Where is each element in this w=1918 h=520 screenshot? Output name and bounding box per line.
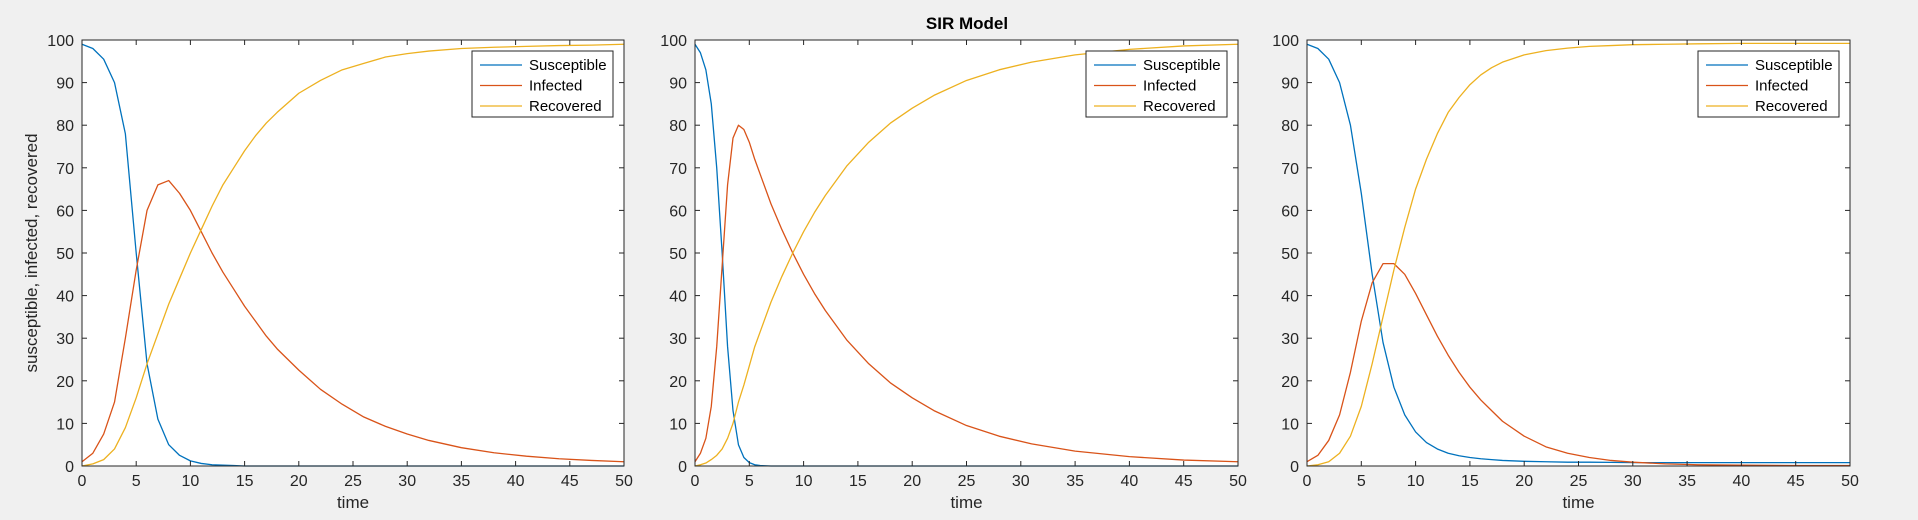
x-tick-label: 0 — [691, 473, 700, 490]
x-tick-label: 35 — [453, 473, 471, 490]
y-tick-label: 30 — [56, 331, 74, 348]
x-tick-label: 20 — [290, 473, 308, 490]
series-line-recovered — [81, 43, 625, 467]
y-tick-label: 20 — [669, 374, 687, 391]
x-tick-label: 0 — [78, 473, 87, 490]
legend-entry-susceptible: Susceptible — [1143, 57, 1221, 74]
x-tick-label: 35 — [1066, 473, 1084, 490]
legend-entry-susceptible: Susceptible — [529, 57, 607, 74]
x-tick-label: 5 — [745, 473, 754, 490]
series-line-infected — [81, 179, 625, 463]
legend-entry-recovered: Recovered — [1755, 98, 1828, 115]
x-axis-label: time — [950, 493, 982, 512]
y-tick-label: 50 — [56, 246, 74, 263]
legend-entry-recovered: Recovered — [1143, 98, 1216, 115]
y-tick-label: 50 — [669, 246, 687, 263]
x-tick-label: 0 — [1303, 473, 1312, 490]
y-tick-label: 80 — [56, 118, 74, 135]
y-tick-label: 10 — [1281, 416, 1299, 433]
legend: Susceptible Infected Recovered — [1085, 50, 1228, 118]
x-tick-label: 10 — [182, 473, 200, 490]
x-tick-label: 45 — [561, 473, 579, 490]
y-tick-label: 90 — [1281, 76, 1299, 93]
legend: Susceptible Infected Recovered — [471, 50, 614, 118]
x-tick-label: 30 — [1012, 473, 1030, 490]
x-axis-label: time — [337, 493, 369, 512]
x-tick-label: 40 — [507, 473, 525, 490]
x-tick-label: 50 — [1841, 473, 1859, 490]
y-tick-label: 10 — [669, 416, 687, 433]
y-tick-label: 60 — [56, 203, 74, 220]
y-tick-label: 70 — [56, 161, 74, 178]
y-tick-label: 20 — [1281, 374, 1299, 391]
x-tick-label: 25 — [1570, 473, 1588, 490]
x-tick-label: 45 — [1787, 473, 1805, 490]
x-tick-label: 20 — [1515, 473, 1533, 490]
x-tick-label: 20 — [903, 473, 921, 490]
figure-title: SIR Model — [926, 14, 1008, 33]
y-tick-label: 0 — [1290, 459, 1299, 476]
y-tick-label: 40 — [669, 289, 687, 306]
x-tick-label: 5 — [1357, 473, 1366, 490]
legend: Susceptible Infected Recovered — [1697, 50, 1840, 118]
series-line-recovered — [1306, 42, 1850, 467]
x-tick-label: 10 — [1407, 473, 1425, 490]
y-tick-label: 10 — [56, 416, 74, 433]
x-tick-label: 25 — [958, 473, 976, 490]
y-tick-label: 100 — [47, 33, 74, 50]
subplot-3: 0 5 10 15 20 25 30 35 40 45 50 0 10 20 30 40 50 60 70 80 90 1… — [1272, 33, 1859, 512]
y-tick-label: 80 — [669, 118, 687, 135]
y-axis-label: susceptible, infected, recovered — [22, 133, 41, 372]
subplot-1: 0 5 10 15 20 25 30 35 40 45 50 0 10 20 30 40 50 60 70 80 90 1… — [22, 33, 633, 512]
y-tick-label: 90 — [669, 76, 687, 93]
x-tick-label: 50 — [1229, 473, 1247, 490]
x-tick-label: 30 — [1624, 473, 1642, 490]
x-tick-label: 40 — [1121, 473, 1139, 490]
y-tick-label: 100 — [660, 33, 687, 50]
y-tick-label: 40 — [56, 289, 74, 306]
x-tick-label: 15 — [1461, 473, 1479, 490]
y-tick-label: 0 — [678, 459, 687, 476]
y-tick-label: 20 — [56, 374, 74, 391]
legend-entry-infected: Infected — [529, 78, 582, 95]
x-axis-label: time — [1562, 493, 1594, 512]
legend-entry-infected: Infected — [1755, 78, 1808, 95]
x-tick-label: 50 — [615, 473, 633, 490]
y-tick-label: 40 — [1281, 289, 1299, 306]
x-tick-label: 5 — [132, 473, 141, 490]
y-tick-label: 30 — [1281, 331, 1299, 348]
x-tick-label: 35 — [1678, 473, 1696, 490]
x-tick-label: 40 — [1733, 473, 1751, 490]
x-tick-label: 25 — [344, 473, 362, 490]
y-tick-label: 80 — [1281, 118, 1299, 135]
y-tick-label: 0 — [65, 459, 74, 476]
x-tick-label: 30 — [398, 473, 416, 490]
subplot-2: 0 5 10 15 20 25 30 35 40 45 50 0 10 20 30 40 50 60 70 80 90 1… — [660, 33, 1247, 512]
y-tick-label: 70 — [669, 161, 687, 178]
y-tick-label: 60 — [1281, 203, 1299, 220]
series-line-recovered — [694, 43, 1239, 467]
subplot-panels: 0 5 10 15 20 25 30 35 40 45 5001020304050607080901… — [22, 33, 1859, 512]
series-line-infected — [1306, 262, 1850, 467]
legend-entry-susceptible: Susceptible — [1755, 57, 1833, 74]
y-tick-label: 30 — [669, 331, 687, 348]
x-tick-label: 45 — [1175, 473, 1193, 490]
y-tick-label: 60 — [669, 203, 687, 220]
x-tick-label: 10 — [795, 473, 813, 490]
y-tick-label: 90 — [56, 76, 74, 93]
y-tick-label: 70 — [1281, 161, 1299, 178]
y-tick-label: 100 — [1272, 33, 1299, 50]
legend-entry-recovered: Recovered — [529, 98, 602, 115]
x-tick-label: 15 — [849, 473, 867, 490]
y-tick-label: 50 — [1281, 246, 1299, 263]
legend-entry-infected: Infected — [1143, 78, 1196, 95]
x-tick-label: 15 — [236, 473, 254, 490]
